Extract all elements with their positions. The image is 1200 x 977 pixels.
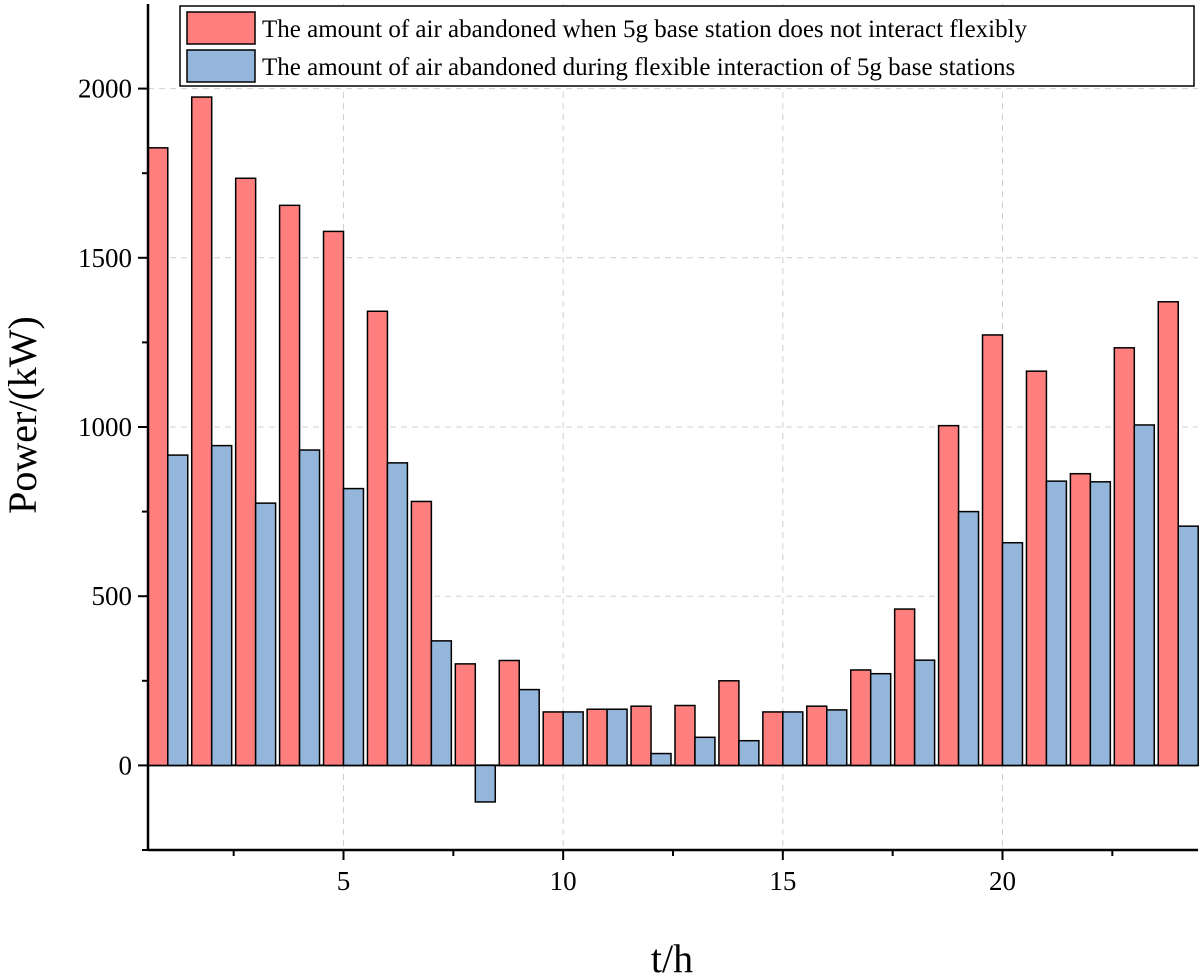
x-tick-label: 15 (769, 866, 796, 896)
bar-series-1-t5 (322, 230, 345, 767)
bar-series-1-t24 (1157, 301, 1179, 767)
bars (147, 96, 1199, 803)
legend-swatch-series-1 (186, 11, 256, 45)
bar-series-1-t22 (1069, 472, 1092, 767)
bar-series-2-t6 (386, 462, 409, 767)
bar-series-1-t21 (1025, 370, 1048, 767)
x-axis-title: t/h (651, 936, 693, 977)
legend-label-series-2: The amount of air abandoned during flexi… (262, 54, 1015, 81)
bar-series-2-t17 (869, 672, 892, 767)
bar-series-1-t14 (718, 680, 740, 767)
bar-series-1-t2 (190, 96, 213, 767)
bar-series-2-t8 (474, 764, 497, 803)
bar-series-1-t13 (674, 704, 696, 767)
bar-series-2-t15 (782, 711, 804, 767)
bar-series-1-t20 (981, 334, 1004, 767)
bar-series-2-t7 (430, 640, 453, 767)
bar-series-2-t13 (694, 736, 716, 767)
bar-series-2-t5 (342, 487, 365, 767)
y-tick-label: 1500 (78, 243, 132, 273)
bar-series-2-t14 (738, 739, 760, 767)
bar-series-2-t2 (210, 444, 233, 767)
x-tick-label: 10 (550, 866, 577, 896)
bar-series-1-t23 (1113, 347, 1136, 767)
bar-series-1-t11 (586, 708, 608, 767)
bar-series-1-t17 (849, 669, 872, 767)
bar-series-2-t3 (254, 502, 277, 767)
bar-series-1-t8 (454, 663, 477, 767)
bar-series-2-t10 (562, 711, 584, 767)
y-tick-label: 500 (92, 581, 133, 611)
y-tick-label: 1000 (78, 412, 132, 442)
bar-series-2-t16 (826, 709, 848, 767)
y-tick-label: 2000 (78, 74, 132, 104)
bar-series-1-t15 (762, 711, 784, 767)
bar-series-2-t9 (518, 688, 540, 767)
bar-series-1-t7 (410, 500, 433, 767)
bar-series-1-t12 (630, 705, 652, 767)
bar-series-1-t3 (234, 177, 257, 767)
bar-series-2-t24 (1177, 525, 1199, 767)
legend-frame (179, 5, 1195, 87)
bar-series-2-t21 (1045, 480, 1068, 767)
bar-series-2-t18 (913, 659, 936, 767)
legend: The amount of air abandoned when 5g base… (179, 5, 1195, 87)
bar-series-1-t4 (278, 204, 301, 767)
bar-series-1-t9 (498, 659, 520, 767)
bar-series-1-t6 (366, 310, 389, 767)
tick-marks (138, 87, 1114, 860)
bar-series-2-t20 (1001, 541, 1024, 767)
x-tick-label: 20 (989, 866, 1016, 896)
bar-series-2-t19 (957, 510, 980, 767)
y-axis-title: Power/(kW) (0, 316, 45, 514)
y-tick-label: 0 (119, 750, 133, 780)
bar-series-2-t1 (167, 454, 189, 767)
tick-labels: 0 500 1000 1500 2000 5 10 15 20 (78, 74, 1016, 896)
legend-label-series-1: The amount of air abandoned when 5g base… (262, 16, 1028, 43)
bar-series-2-t22 (1089, 481, 1112, 767)
x-tick-label: 5 (337, 866, 351, 896)
bar-series-1-t1 (147, 147, 169, 767)
bar-series-2-t12 (650, 752, 672, 767)
legend-swatch-series-2 (186, 49, 256, 83)
bar-series-2-t11 (606, 708, 628, 767)
bar-series-1-t18 (893, 608, 916, 767)
bar-series-1-t19 (937, 424, 960, 767)
bar-series-2-t23 (1133, 424, 1156, 767)
bar-series-1-t10 (542, 711, 564, 767)
bar-series-2-t4 (298, 449, 321, 767)
bar-series-1-t16 (806, 705, 828, 767)
